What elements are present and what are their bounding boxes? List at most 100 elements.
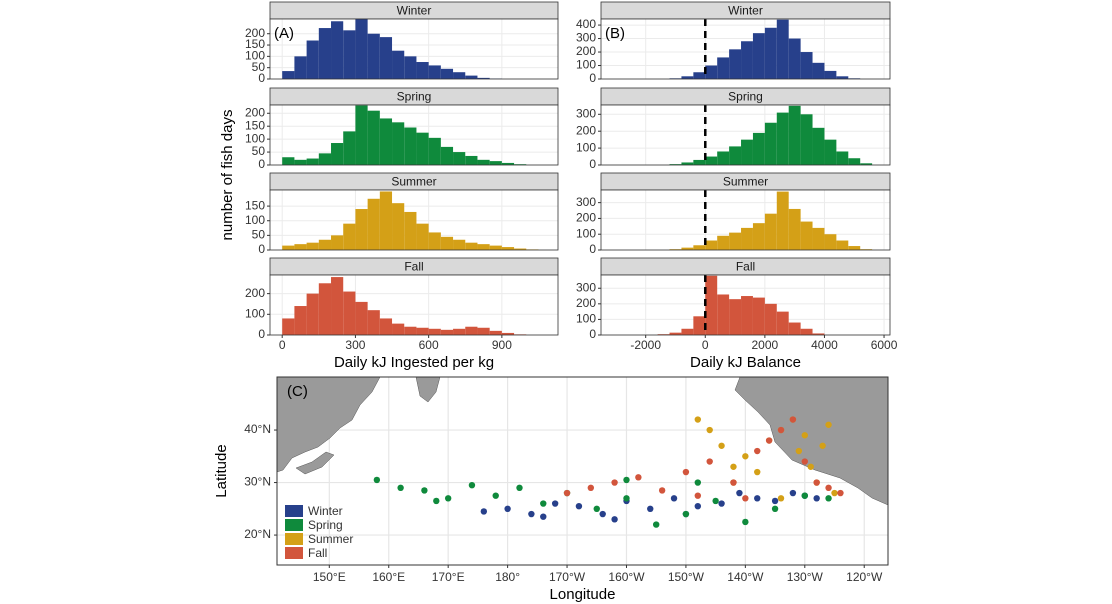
histogram-bar (764, 303, 777, 335)
histogram-bar (404, 56, 417, 79)
track-point (694, 492, 702, 499)
histogram-bar (367, 110, 380, 165)
track-point (658, 487, 666, 494)
histogram-bar (440, 68, 454, 79)
histogram-bar (282, 71, 295, 79)
track-point (742, 453, 749, 460)
track-point (801, 432, 808, 439)
histogram-bar (836, 151, 849, 165)
track-point (653, 521, 660, 528)
plot-frame (600, 104, 891, 166)
histogram-bar (379, 37, 393, 79)
histogram-bar (705, 240, 718, 250)
track-point (694, 479, 702, 486)
track-point (635, 474, 642, 481)
histogram-bar (453, 328, 466, 335)
histogram-bar (752, 33, 765, 79)
histogram-bar (812, 62, 825, 79)
histogram-bar (824, 139, 837, 165)
y-tick-label: 300 (576, 280, 596, 294)
track-point (777, 495, 785, 502)
plot-frame (269, 274, 559, 336)
track-point (706, 426, 713, 434)
y-tick-label: 200 (576, 211, 596, 225)
x-tick-label: 6000 (871, 338, 898, 352)
histogram-bar (824, 70, 837, 79)
plot-frame (600, 189, 891, 251)
x-tick-label: 140°W (727, 570, 764, 584)
histogram-bar (705, 65, 718, 79)
y-tick-label: 100 (245, 49, 265, 63)
x-axis-title: Longitude (550, 586, 616, 603)
land (276, 376, 381, 473)
y-tick-label: 20°N (244, 527, 271, 541)
histogram-bar (306, 293, 319, 335)
panel-label: (C) (287, 383, 308, 400)
histogram-bar (404, 127, 417, 165)
y-axis-title: number of fish days (219, 110, 236, 241)
histogram-bar (776, 19, 789, 80)
histogram-bar (752, 132, 765, 165)
track-point (421, 487, 428, 494)
histogram-bar (453, 152, 466, 165)
histogram-bar (428, 328, 441, 335)
histogram-bar (428, 137, 441, 165)
y-tick-label: 150 (245, 37, 265, 51)
histogram-bar (428, 65, 441, 79)
track-point (373, 476, 381, 484)
x-tick-label: 2000 (752, 338, 779, 352)
track-point (771, 505, 779, 513)
histogram-bar (681, 76, 694, 79)
y-tick-label: 40°N (244, 422, 271, 436)
histogram-bar (465, 75, 478, 79)
track-point (736, 489, 743, 497)
facet-title: Summer (391, 175, 436, 189)
track-point (754, 447, 761, 455)
histogram-bar (392, 50, 405, 79)
track-point (825, 495, 832, 502)
histogram-bar (379, 318, 393, 335)
histogram-bar (465, 326, 478, 335)
histogram-bar (477, 77, 490, 79)
track-point (694, 502, 702, 510)
histogram-bar (331, 277, 344, 335)
histogram-bar (800, 328, 813, 335)
facet-title: Fall (736, 260, 755, 274)
histogram-bar (729, 49, 742, 79)
y-tick-label: 100 (245, 306, 265, 320)
histogram-bar (788, 322, 801, 335)
histogram-bar (331, 21, 344, 79)
histogram-bar (318, 153, 332, 165)
histogram-bar (318, 283, 332, 335)
track-point (795, 447, 803, 455)
histogram-bar (343, 223, 356, 250)
x-tick-label: 4000 (811, 338, 838, 352)
histogram-bar (318, 239, 332, 250)
histogram-bar (514, 248, 527, 250)
histogram-bar (306, 158, 319, 165)
y-tick-label: 0 (258, 242, 265, 256)
histogram-bar (848, 246, 861, 250)
y-tick-label: 200 (576, 123, 596, 137)
histogram-bar (294, 244, 307, 250)
legend-key (285, 505, 303, 517)
x-tick-label: 180° (495, 570, 520, 584)
histogram-bar (489, 161, 502, 165)
track-point (771, 497, 779, 505)
histogram-bar (752, 223, 765, 250)
x-tick-label: 300 (345, 338, 365, 352)
histogram-bar (392, 203, 405, 250)
histogram-bar (776, 112, 789, 165)
histogram-bar (836, 76, 849, 79)
y-tick-label: 50 (252, 228, 266, 242)
y-tick-label: 100 (245, 131, 265, 145)
histogram-bar (392, 122, 405, 165)
y-tick-label: 300 (576, 31, 596, 45)
x-tick-label: 160°E (372, 570, 405, 584)
y-axis-title: Latitude (213, 444, 230, 497)
y-tick-label: 200 (576, 44, 596, 58)
legend-label: Summer (308, 532, 353, 546)
histogram-bar (501, 247, 515, 250)
panel-label: (A) (274, 25, 294, 42)
x-tick-label: 120°W (846, 570, 883, 584)
